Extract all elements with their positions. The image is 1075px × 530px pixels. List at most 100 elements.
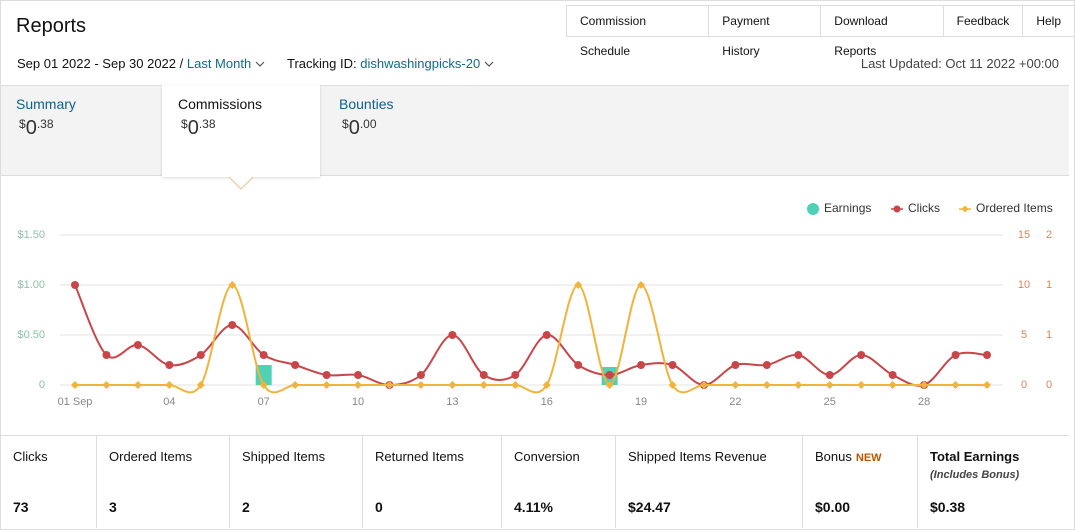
active-tab-bg <box>162 85 320 177</box>
ordered-marker <box>416 381 425 389</box>
ordered-marker <box>228 281 237 289</box>
amount-whole: 0 <box>187 117 199 139</box>
nav-button[interactable]: Download Reports <box>821 6 944 58</box>
nav-button[interactable]: Feedback <box>944 6 1024 36</box>
amount-whole: 0 <box>348 117 360 139</box>
ordered-marker <box>102 381 111 389</box>
x-tick-label: 25 <box>824 396 836 408</box>
y-tick-label: 2 <box>1046 229 1052 241</box>
tab-label: Bounties <box>339 96 394 112</box>
click-marker <box>605 371 614 379</box>
nav-button[interactable]: Commission Schedule <box>567 6 710 58</box>
stat-label-text: Ordered Items <box>109 449 193 464</box>
legend-label: Earnings <box>824 201 871 215</box>
nav-bar: Commission Schedule Payment History Downlo… <box>566 5 1075 58</box>
ordered-marker <box>637 281 646 289</box>
tab-amount: $0.38 <box>19 117 54 140</box>
tracking-id[interactable]: dishwashingpicks-20 <box>360 56 481 71</box>
stat-label-text: Bonus <box>815 449 852 464</box>
stat-label: Total Earnings <box>930 449 1019 464</box>
ordered-marker <box>133 381 142 389</box>
period[interactable]: Last Month <box>186 56 252 71</box>
date-range: Sep 01 2022 - Sep 30 2022 / <box>17 56 184 71</box>
stat-cell: Conversion 4.11% <box>502 436 616 528</box>
legend-swatch <box>807 203 819 215</box>
ordered-marker <box>448 381 457 389</box>
stat-label-text: Total Earnings <box>930 449 1020 464</box>
earnings-bar <box>255 365 272 385</box>
date-filter[interactable]: Sep 01 2022 - Sep 30 2022 / Last Month <box>17 56 265 71</box>
amount-fraction: .38 <box>36 117 54 131</box>
page-title: Reports <box>16 15 87 37</box>
legend-label: Ordered Items <box>976 201 1053 215</box>
x-tick-label: 04 <box>163 396 175 408</box>
click-marker <box>448 331 457 339</box>
chart: 0 $0.50 $1.00 $1.50 0 5 10 15 0 1 1 2 01 Sep 04 07 10 13… <box>17 201 1053 408</box>
ordered-marker <box>322 381 331 389</box>
click-marker <box>511 371 520 379</box>
x-tick-label: 22 <box>729 396 741 408</box>
stat-value: 2 <box>242 499 250 515</box>
new-badge: NEW <box>855 452 882 464</box>
x-tick-label: 28 <box>918 396 930 408</box>
ordered-marker <box>354 381 363 389</box>
click-marker <box>637 361 646 369</box>
stat-value: $24.47 <box>628 499 671 515</box>
stats-row: Clicks 73 Ordered Items 3 Shipped Items 2 Retu… <box>1 435 1069 528</box>
tab-label: Summary <box>16 96 76 112</box>
stat-cell: Clicks 73 <box>1 436 97 528</box>
click-marker <box>196 351 205 359</box>
stat-label: Shipped Items <box>242 449 325 464</box>
x-tick-label: 19 <box>635 396 647 408</box>
ordered-marker <box>857 381 866 389</box>
y-tick-label: $1.50 <box>17 229 45 241</box>
y-tick-label: $0.50 <box>17 329 45 341</box>
ordered-marker <box>825 381 834 389</box>
click-marker <box>888 371 897 379</box>
stat-note: (Includes Bonus) <box>930 469 1020 481</box>
click-marker <box>291 361 300 369</box>
ordered-marker <box>731 381 740 389</box>
click-marker <box>542 331 551 339</box>
x-tick-label: 13 <box>446 396 458 408</box>
x-tick-label: 07 <box>258 396 270 408</box>
nav-button[interactable]: Help <box>1036 14 1061 28</box>
stat-value: 4.11% <box>514 499 553 515</box>
ordered-marker <box>668 381 677 389</box>
click-marker <box>416 371 425 379</box>
y-tick-label: 1 <box>1046 279 1052 291</box>
series-line <box>75 283 987 394</box>
stat-value: $0.38 <box>930 499 966 515</box>
tracking-filter[interactable]: Tracking ID: dishwashingpicks-20 <box>287 56 494 71</box>
ordered-marker <box>511 381 520 389</box>
click-marker <box>731 361 740 369</box>
stat-label-text: Shipped Items <box>242 449 326 464</box>
tracking-label: Tracking ID: <box>287 56 357 71</box>
stat-cell: Returned Items 0 <box>363 436 502 528</box>
stat-label-text: Clicks <box>13 449 48 464</box>
y-tick-label: 15 <box>1018 229 1030 241</box>
ordered-marker <box>291 381 300 389</box>
click-marker <box>762 361 771 369</box>
ordered-marker <box>951 381 960 389</box>
chevron <box>255 61 265 67</box>
click-marker <box>668 361 677 369</box>
nav-button[interactable]: Payment History <box>709 6 822 58</box>
click-marker <box>71 281 79 289</box>
chevron <box>484 61 494 67</box>
amount-whole: 0 <box>25 117 37 139</box>
stat-label-text: Returned Items <box>375 449 464 464</box>
currency-symbol: $ <box>342 117 349 131</box>
click-marker <box>354 371 363 379</box>
x-tick-label: 10 <box>352 396 364 408</box>
click-marker <box>951 351 960 359</box>
y-tick-label: 0 <box>39 379 45 391</box>
stat-label: Returned Items <box>375 449 464 464</box>
y-tick-label: 0 <box>1046 379 1052 391</box>
tab-pointer <box>228 176 254 190</box>
currency-symbol: $ <box>181 117 188 131</box>
tab-amount: $0.00 <box>342 117 377 140</box>
stat-cell: Shipped Items 2 <box>230 436 363 528</box>
amount-fraction: .00 <box>359 117 377 131</box>
